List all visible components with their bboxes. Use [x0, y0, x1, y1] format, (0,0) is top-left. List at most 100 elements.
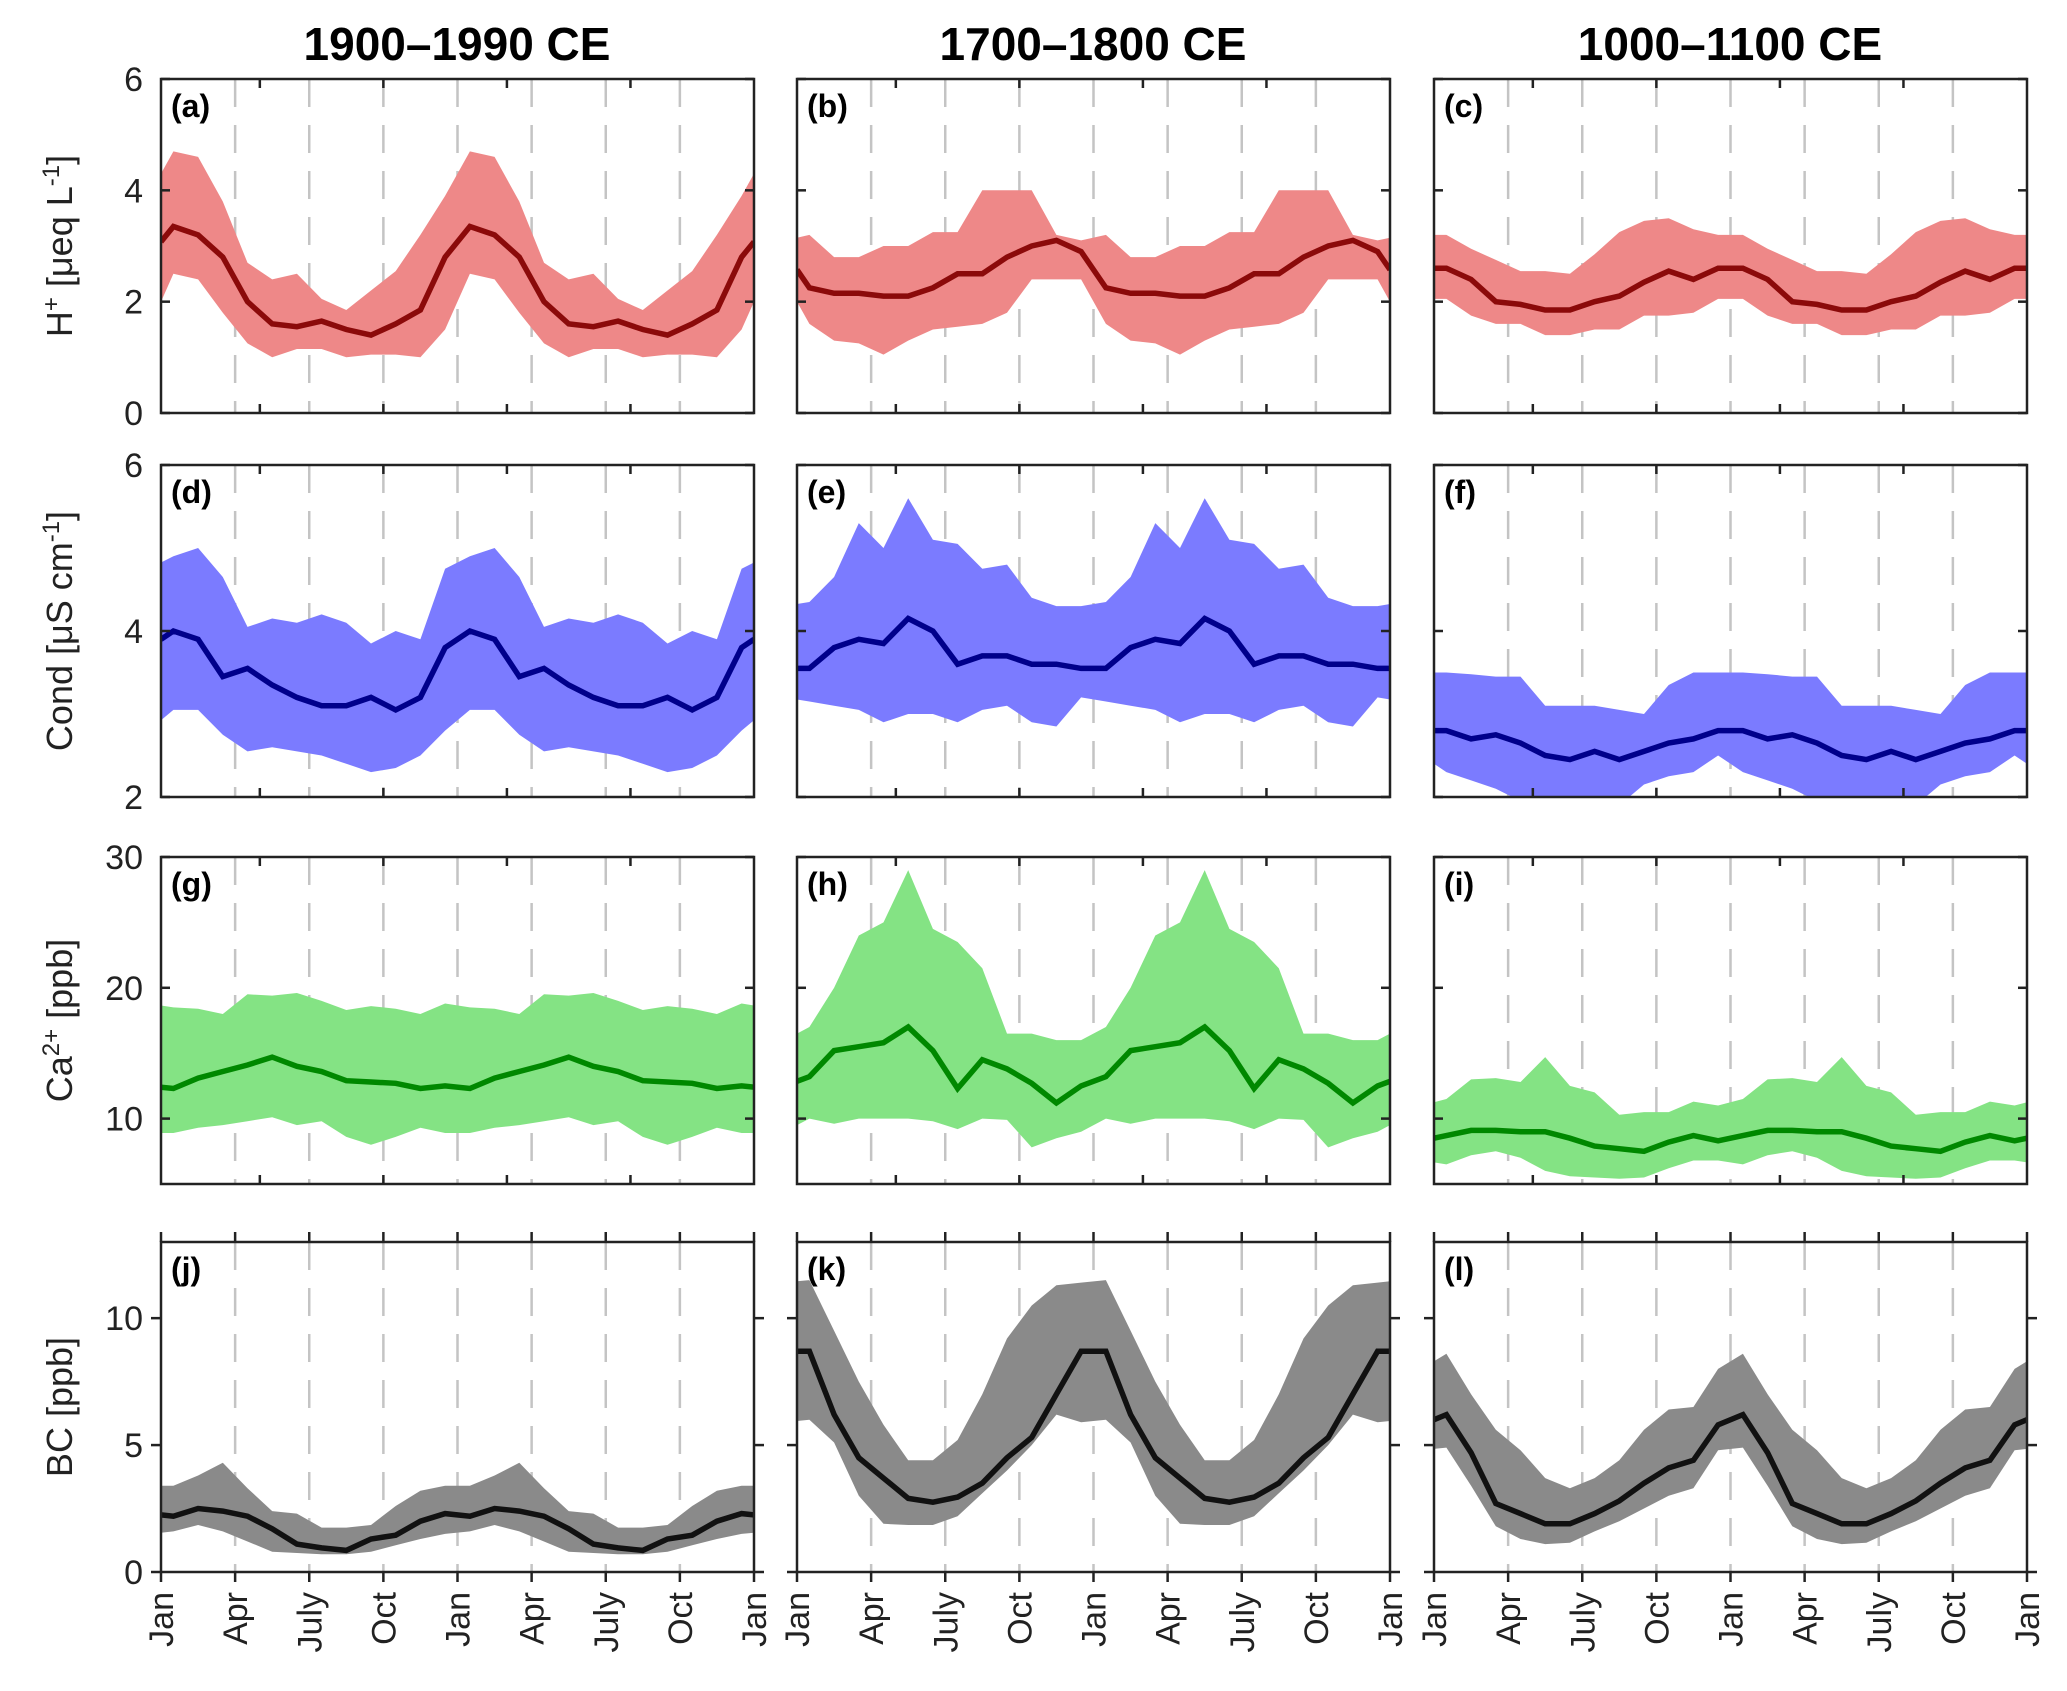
- x-tick-label: Oct: [1298, 1591, 1336, 1644]
- spread-band: [161, 1462, 754, 1555]
- panel-e: (e): [795, 463, 1392, 799]
- panel-g: 10 20 30 (g): [105, 839, 756, 1186]
- spread-band: [161, 993, 754, 1145]
- y-tick-label: 6: [124, 61, 143, 99]
- x-tick-label: Jan: [779, 1592, 817, 1647]
- x-tick-label: July: [1861, 1592, 1899, 1652]
- y-label-text: ]: [39, 1337, 80, 1347]
- x-tick-label: July: [291, 1592, 329, 1652]
- mean-line: [797, 1348, 1390, 1505]
- panel-tag: (g): [171, 866, 212, 902]
- spread-band: [797, 498, 1390, 727]
- spread-band: [797, 1280, 1390, 1525]
- y-tick-label: 0: [124, 1554, 143, 1592]
- x-tick-label: Oct: [662, 1591, 700, 1644]
- mean-line: [161, 627, 754, 713]
- x-tick-label: Jan: [736, 1592, 774, 1647]
- axes-frame: [795, 77, 1392, 415]
- mean-line: [1434, 1411, 2027, 1527]
- x-tick-label: Jan: [1713, 1592, 1751, 1647]
- spread-band: [797, 870, 1390, 1148]
- y-tick-label: 4: [124, 172, 143, 210]
- mean-line: [1434, 265, 2027, 313]
- x-tick-label: Apr: [1490, 1592, 1528, 1645]
- x-tick-label: Oct: [1001, 1591, 1039, 1644]
- x-tick-label: Apr: [1787, 1592, 1825, 1645]
- mean-line: [1434, 1127, 2027, 1155]
- y-axis-label: Ca2+ [ppb]: [38, 939, 81, 1103]
- x-tick-label: Oct: [1935, 1591, 1973, 1644]
- y-label-superscript: 2+: [38, 1029, 65, 1056]
- y-label-text: BC: [39, 1427, 80, 1477]
- axes-frame: [1432, 77, 2029, 415]
- x-tick-label: Jan: [1076, 1592, 1114, 1647]
- panel-k: Jan Apr July Oct Jan Apr July Oct Jan (k): [779, 1232, 1410, 1652]
- y-axis-label: Cond [μS cm-1]: [38, 511, 81, 751]
- y-tick-label: 10: [105, 1101, 143, 1139]
- axes-frame: [159, 855, 756, 1186]
- panel-tag: (d): [171, 474, 212, 510]
- column-title-1: 1900–1990 CE: [304, 18, 611, 70]
- panel-tag: (f): [1444, 474, 1476, 510]
- mean-line: [797, 1023, 1390, 1107]
- mean-line: [797, 615, 1390, 672]
- x-tick-label: Apr: [1150, 1592, 1188, 1645]
- x-tick-label: Jan: [2009, 1592, 2047, 1647]
- x-tick-label: Apr: [853, 1592, 891, 1645]
- x-tick-label: Jan: [1372, 1592, 1410, 1647]
- column-title-3: 1000–1100 CE: [1578, 18, 1882, 70]
- x-tick-label: Oct: [1638, 1591, 1676, 1644]
- panel-d: 2 4 6 (d): [124, 447, 756, 817]
- spread-band: [161, 151, 754, 358]
- y-label-text: ]: [39, 939, 80, 949]
- y-axis-label: BC [ppb]: [39, 1337, 80, 1477]
- mean-line: [161, 1505, 754, 1554]
- spread-band: [1434, 672, 2027, 797]
- x-tick-label: Oct: [365, 1591, 403, 1644]
- y-label-text: [ppb: [39, 1347, 80, 1427]
- y-tick-label: 2: [124, 284, 143, 322]
- mean-line: [1434, 727, 2027, 763]
- mean-line: [161, 1054, 754, 1092]
- y-tick-label: 2: [124, 779, 143, 817]
- panel-h: (h): [795, 855, 1392, 1186]
- spread-band: [161, 548, 754, 773]
- y-label-text: [μeq L: [39, 186, 80, 297]
- axes-frame: [1432, 855, 2029, 1186]
- panel-b: (b): [795, 77, 1392, 415]
- y-label-text: Cond: [39, 665, 80, 751]
- panel-tag: (i): [1444, 866, 1474, 902]
- y-label-superscript: -1: [38, 165, 65, 186]
- y-label-text: [ppb: [39, 949, 80, 1029]
- x-tick-label: July: [588, 1592, 626, 1652]
- y-tick-label: 20: [105, 970, 143, 1008]
- panel-tag: (b): [807, 88, 848, 124]
- y-tick-label: 4: [124, 613, 143, 651]
- panel-tag: (a): [171, 88, 210, 124]
- y-label-superscript: -1: [38, 521, 65, 542]
- y-label-text: ]: [39, 511, 80, 521]
- y-label-text: H: [39, 311, 80, 337]
- y-label-text: [μS cm: [39, 542, 80, 665]
- x-tick-label: July: [1224, 1592, 1262, 1652]
- y-tick-label: 5: [124, 1427, 143, 1465]
- x-tick-label: Jan: [143, 1592, 181, 1647]
- panel-tag: (c): [1444, 88, 1483, 124]
- axes-frame: [159, 77, 756, 415]
- panel-l: Jan Apr July Oct Jan Apr July Oct Jan (l): [1416, 1232, 2047, 1652]
- panel-c: (c): [1432, 77, 2029, 415]
- y-label-superscript: +: [38, 297, 65, 311]
- y-tick-label: 10: [105, 1300, 143, 1338]
- panel-a: 0 2 4 6 (a): [124, 61, 756, 433]
- x-tick-label: July: [927, 1592, 965, 1652]
- x-tick-label: Apr: [217, 1592, 255, 1645]
- panel-tag: (h): [807, 866, 848, 902]
- panel-tag: (e): [807, 474, 846, 510]
- panel-f: (f): [1432, 463, 2029, 799]
- mean-line: [161, 223, 754, 338]
- axes-frame: [795, 855, 1392, 1186]
- mean-line: [797, 237, 1390, 299]
